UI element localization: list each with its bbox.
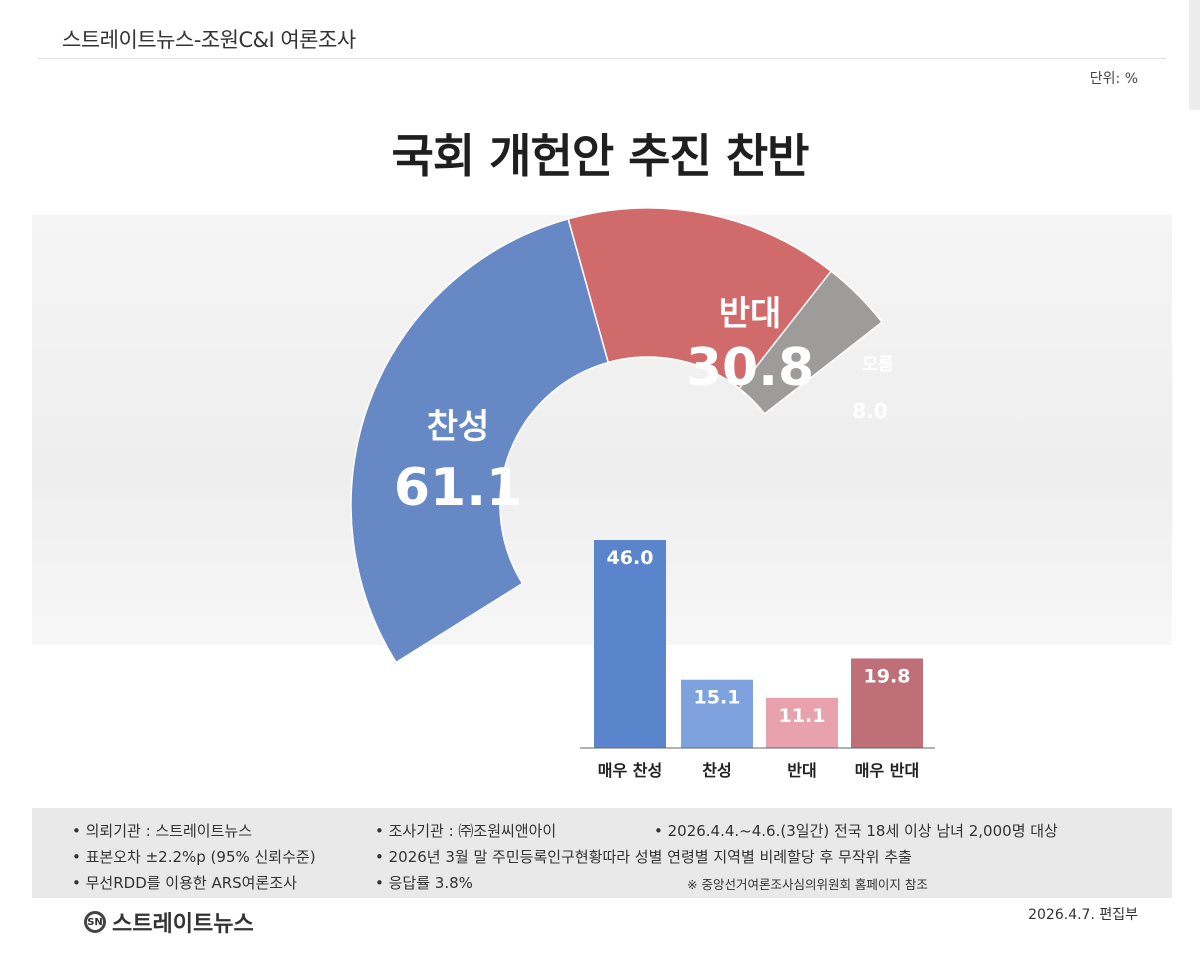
bar-category-3: 반대 <box>787 761 816 780</box>
note-footnote: ※ 중앙선거여론조사심의위원회 홈페이지 참조 <box>687 877 928 892</box>
bar-2 <box>681 679 753 748</box>
donut-slice-1 <box>350 217 610 664</box>
note-method: • 무선RDD를 이용한 ARS여론조사 <box>72 874 297 892</box>
note-client: • 의뢰기관 : 스트레이트뉴스 <box>72 822 253 840</box>
unit-label: 단위: % <box>1089 71 1138 87</box>
bar-category-4: 매우 반대 <box>855 761 919 780</box>
bar-value-2: 15.1 <box>694 687 741 709</box>
chart-title: 국회 개헌안 추진 찬반 <box>391 129 810 183</box>
donut-slice-3 <box>738 270 884 415</box>
note-period: • 2026.4.4.~4.6.(3일간) 전국 18세 이상 남녀 2,000… <box>654 822 1058 840</box>
donut-value-favor: 61.1 <box>394 458 522 518</box>
bar-category-2: 찬성 <box>702 761 731 780</box>
header-divider <box>38 58 1166 59</box>
brand-logo: SN 스트레이트뉴스 <box>84 906 254 938</box>
donut-slice-2 <box>567 207 833 390</box>
note-sampling: • 2026년 3월 말 주민등록인구현황따라 성별 연령별 지역별 비례할당 … <box>375 848 912 866</box>
bar-value-4: 19.8 <box>864 665 911 687</box>
logo-text: 스트레이트뉴스 <box>112 912 254 937</box>
scrollbar[interactable] <box>1189 0 1200 110</box>
bar-4 <box>851 658 923 748</box>
bar-category-1: 매우 찬성 <box>598 761 662 780</box>
donut-label-oppose: 반대 <box>719 294 782 334</box>
bar-1 <box>594 540 666 748</box>
publish-date: 2026.4.7. 편집부 <box>1028 907 1138 923</box>
donut-value-oppose: 30.8 <box>686 338 814 398</box>
donut-label-unknown: 모름 <box>862 355 894 375</box>
donut-value-unknown: 8.0 <box>852 399 887 423</box>
bar-value-1: 46.0 <box>607 547 654 569</box>
bar-3 <box>766 697 838 748</box>
note-agency: • 조사기관 : ㈜조원씨앤아이 <box>375 822 557 840</box>
note-margin: • 표본오차 ±2.2%p (95% 신뢰수준) <box>72 848 316 866</box>
bar-value-3: 11.1 <box>779 705 826 727</box>
logo-mark-icon: SN <box>84 911 106 933</box>
header-title: 스트레이트뉴스-조원C&I 여론조사 <box>62 28 356 52</box>
survey-notes-panel: • 의뢰기관 : 스트레이트뉴스 • 조사기관 : ㈜조원씨앤아이 • 2026… <box>32 808 1172 898</box>
donut-label-favor: 찬성 <box>427 407 490 447</box>
note-response-rate: • 응답률 3.8% <box>375 874 473 892</box>
